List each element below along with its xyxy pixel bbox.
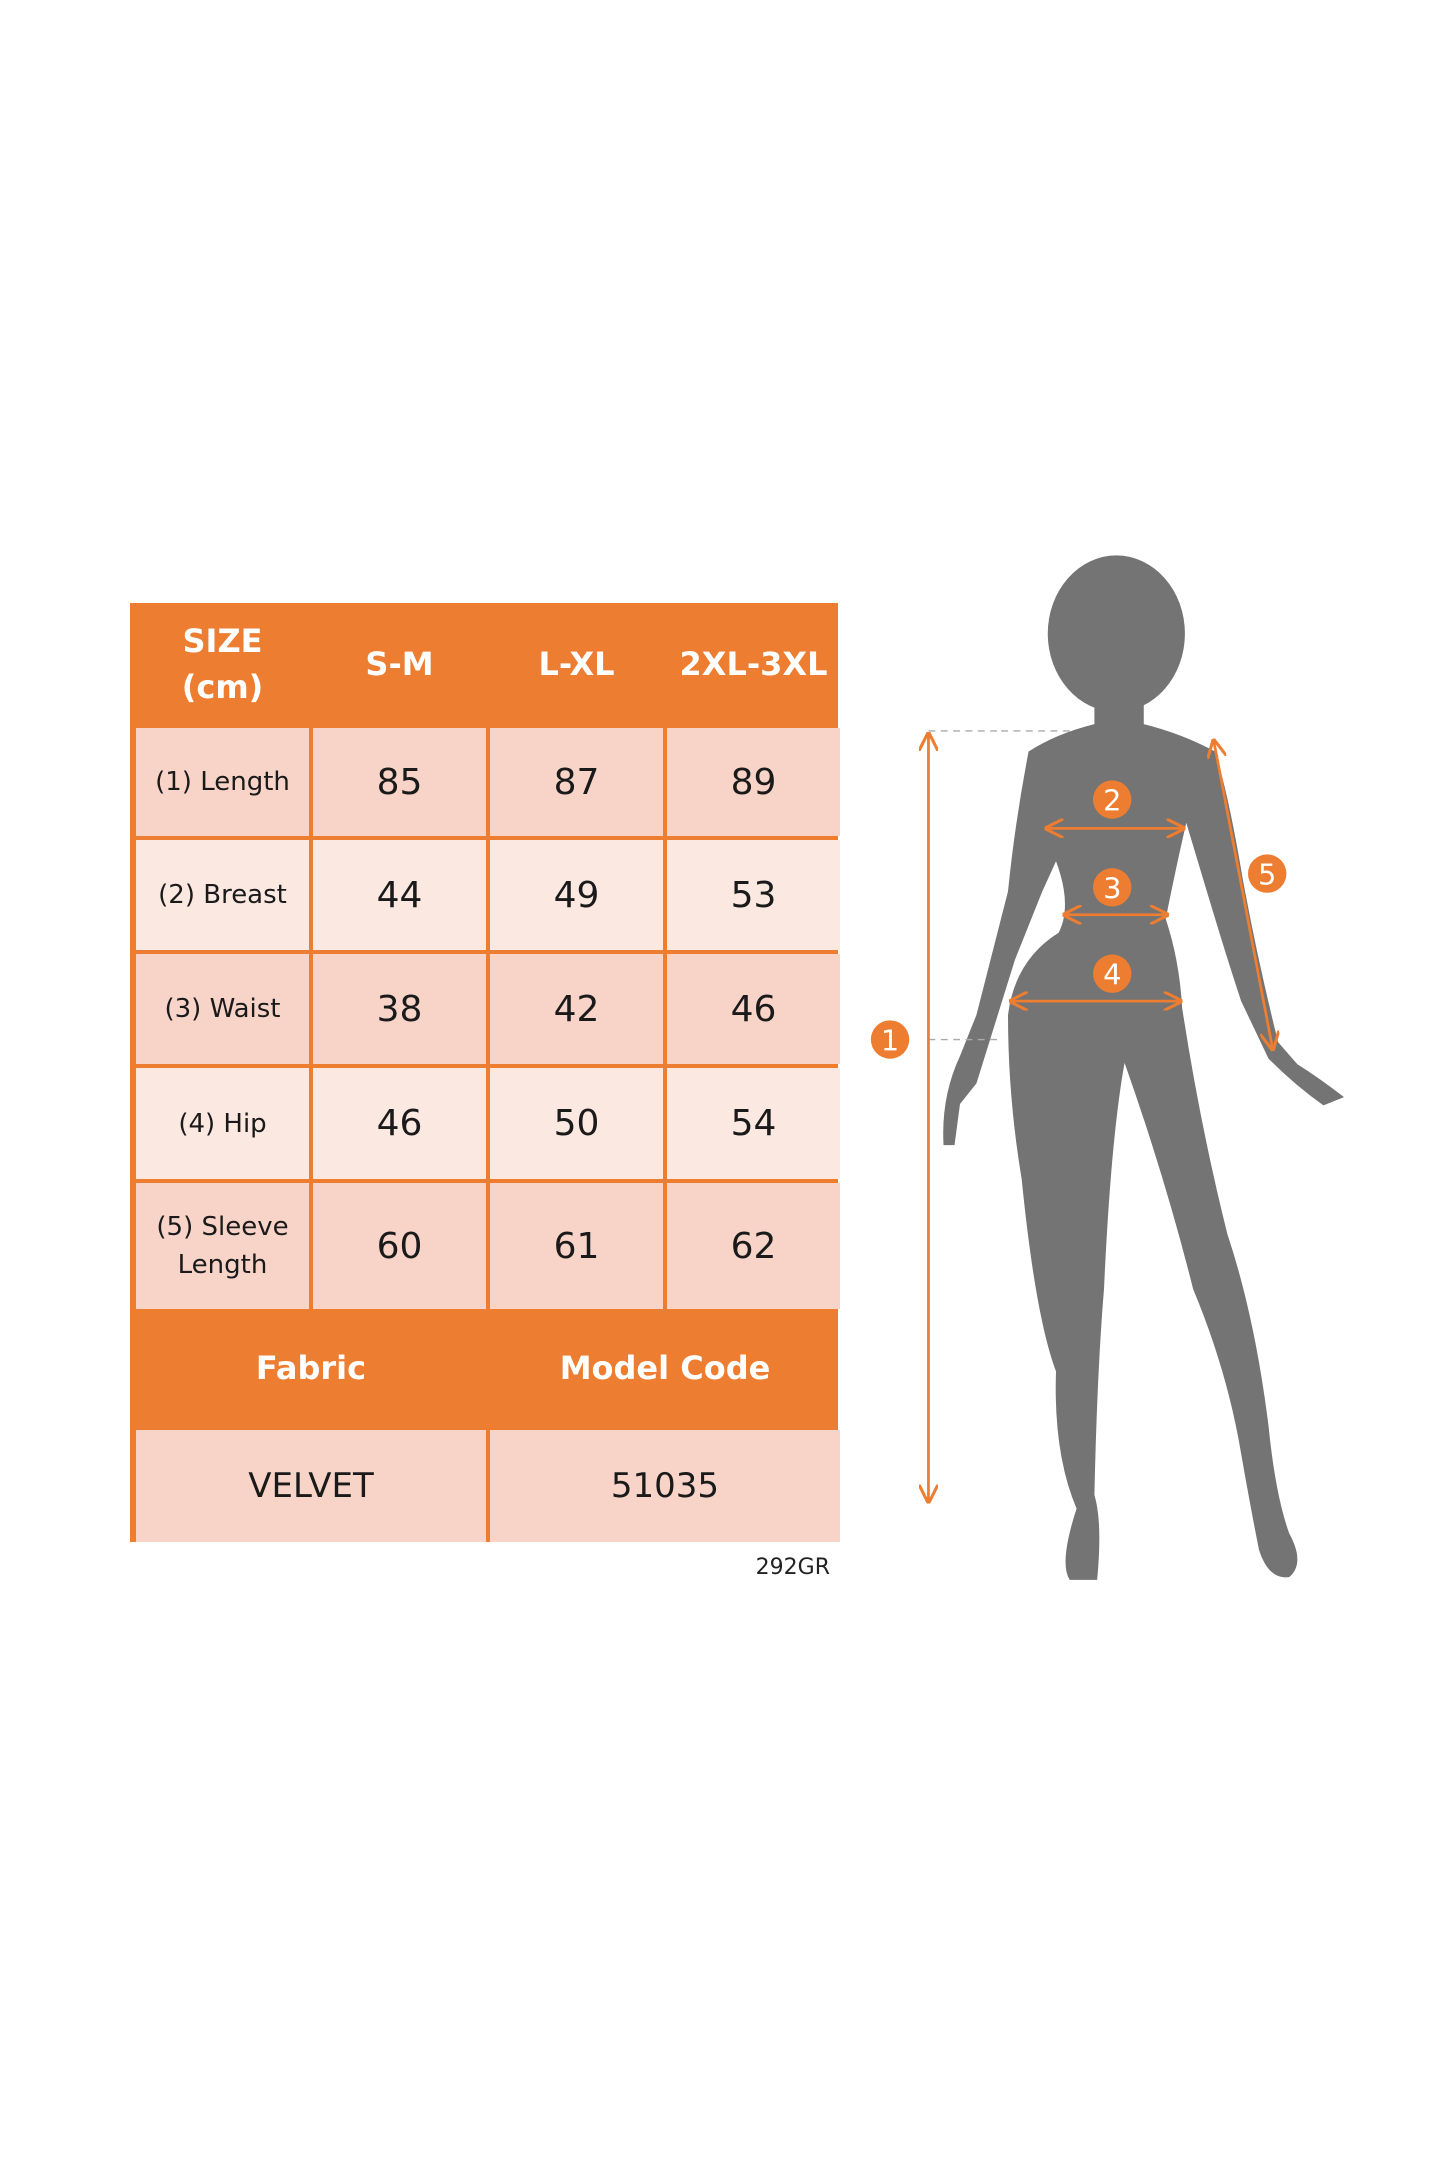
table-cell: 85 <box>313 728 486 836</box>
table-cell: 49 <box>490 840 663 950</box>
silhouette-head <box>1047 555 1185 712</box>
row-label: (5) Sleeve Length <box>136 1183 309 1309</box>
header-size: SIZE (cm) <box>181 621 264 706</box>
marker-4: 4 <box>1093 954 1132 993</box>
table-cell: 38 <box>313 954 486 1064</box>
header-2xl-3xl: 2XL-3XL <box>679 644 828 683</box>
table-cell: 62 <box>667 1183 840 1309</box>
model-code-value: 51035 <box>490 1430 840 1542</box>
row-label: (4) Hip <box>136 1068 309 1179</box>
header-model-code: Model Code <box>559 1348 771 1387</box>
table-cell: 89 <box>667 728 840 836</box>
table-cell: 53 <box>667 840 840 950</box>
fabric-value: VELVET <box>136 1430 486 1542</box>
row-label: (2) Breast <box>136 840 309 950</box>
row-label: (1) Length <box>136 728 309 836</box>
svg-text:2: 2 <box>1103 784 1121 818</box>
table-cell: 46 <box>667 954 840 1064</box>
svg-text:4: 4 <box>1103 958 1121 992</box>
marker-5: 5 <box>1248 854 1287 893</box>
silhouette-body <box>943 692 1344 1580</box>
table-cell: 87 <box>490 728 663 836</box>
header-l-xl: L-XL <box>538 644 615 683</box>
row-label: (3) Waist <box>136 954 309 1064</box>
header-s-m: S-M <box>365 644 434 683</box>
svg-text:3: 3 <box>1103 871 1121 905</box>
table-cell: 60 <box>313 1183 486 1309</box>
table-cell: 42 <box>490 954 663 1064</box>
svg-text:5: 5 <box>1258 858 1276 892</box>
table-cell: 61 <box>490 1183 663 1309</box>
table-cell: 46 <box>313 1068 486 1179</box>
marker-1: 1 <box>870 1020 910 1059</box>
table-cell: 44 <box>313 840 486 950</box>
table-cell: 54 <box>667 1068 840 1179</box>
header-fabric: Fabric <box>255 1348 367 1387</box>
table-cell: 50 <box>490 1068 663 1179</box>
measurement-guides <box>928 730 1273 1502</box>
marker-3: 3 <box>1093 868 1132 907</box>
marker-2: 2 <box>1093 780 1132 819</box>
silhouette <box>943 555 1344 1580</box>
size-chart-table: SIZE (cm) S-M L-XL 2XL-3XL (1) Length 85… <box>130 603 840 1542</box>
svg-text:1: 1 <box>881 1024 899 1058</box>
product-code-note: 292GR <box>755 1555 830 1580</box>
sleeve-arrow <box>1214 741 1273 1050</box>
